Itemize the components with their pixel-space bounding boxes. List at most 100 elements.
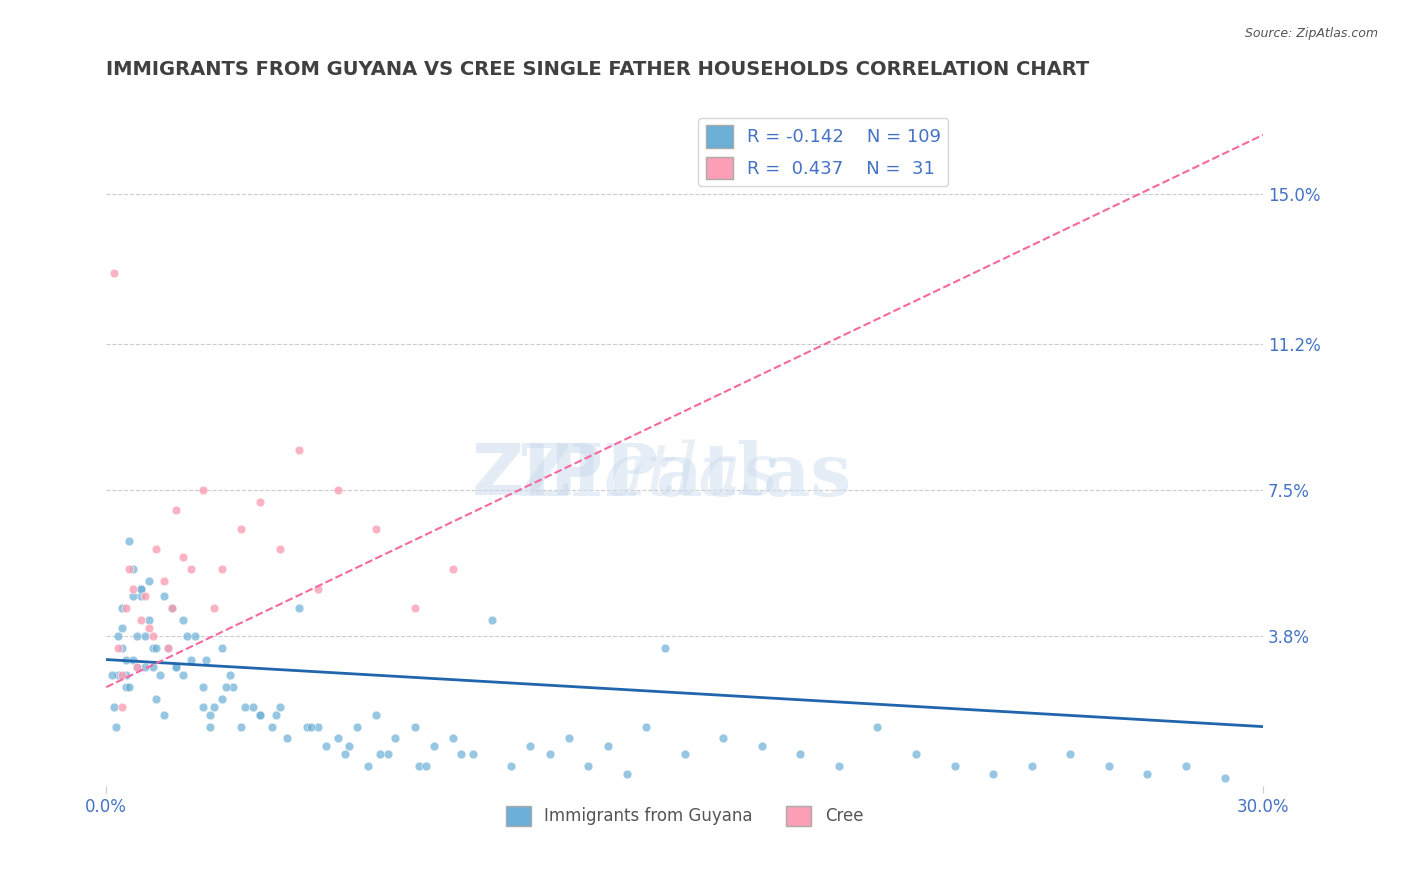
- Point: [404, 601, 426, 615]
- Point: [366, 522, 388, 536]
- Point: [138, 621, 160, 635]
- Point: [335, 747, 357, 762]
- Point: [423, 739, 446, 754]
- Point: [461, 747, 484, 762]
- Point: [215, 680, 238, 694]
- Point: [596, 739, 619, 754]
- Point: [149, 668, 172, 682]
- Point: [118, 534, 141, 549]
- Point: [415, 759, 437, 773]
- Point: [828, 759, 851, 773]
- Point: [122, 562, 145, 576]
- Point: [366, 707, 388, 722]
- Point: [129, 613, 152, 627]
- Point: [616, 767, 638, 781]
- Point: [276, 731, 298, 746]
- Point: [326, 731, 349, 746]
- Point: [107, 629, 129, 643]
- Point: [160, 601, 183, 615]
- Point: [636, 720, 658, 734]
- Point: [249, 707, 271, 722]
- Point: [501, 759, 523, 773]
- Point: [138, 574, 160, 588]
- Point: [195, 652, 218, 666]
- Point: [315, 739, 337, 754]
- Point: [145, 542, 167, 557]
- Point: [114, 601, 136, 615]
- Point: [111, 621, 134, 635]
- Point: [122, 590, 145, 604]
- Point: [249, 495, 271, 509]
- Point: [111, 668, 134, 682]
- Point: [711, 731, 734, 746]
- Point: [307, 720, 329, 734]
- Point: [111, 640, 134, 655]
- Legend: Immigrants from Guyana, Cree: Immigrants from Guyana, Cree: [499, 799, 870, 832]
- Point: [141, 660, 163, 674]
- Point: [789, 747, 811, 762]
- Point: [134, 629, 156, 643]
- Point: [218, 668, 240, 682]
- Point: [211, 562, 233, 576]
- Point: [441, 731, 464, 746]
- Point: [118, 680, 141, 694]
- Point: [127, 629, 149, 643]
- Point: [202, 699, 225, 714]
- Text: ZIPatlas: ZIPatlas: [517, 440, 852, 510]
- Point: [202, 601, 225, 615]
- Point: [337, 739, 360, 754]
- Point: [191, 483, 214, 497]
- Point: [156, 640, 179, 655]
- Point: [905, 747, 928, 762]
- Point: [165, 502, 187, 516]
- Point: [211, 692, 233, 706]
- Point: [127, 660, 149, 674]
- Point: [165, 660, 187, 674]
- Point: [295, 720, 318, 734]
- Point: [866, 720, 889, 734]
- Point: [134, 660, 156, 674]
- Point: [118, 562, 141, 576]
- Point: [191, 680, 214, 694]
- Point: [1136, 767, 1159, 781]
- Point: [172, 613, 194, 627]
- Point: [1175, 759, 1198, 773]
- Point: [191, 699, 214, 714]
- Point: [172, 668, 194, 682]
- Point: [981, 767, 1004, 781]
- Point: [103, 699, 125, 714]
- Text: Source: ZipAtlas.com: Source: ZipAtlas.com: [1244, 27, 1378, 40]
- Point: [346, 720, 368, 734]
- Point: [104, 720, 127, 734]
- Point: [107, 668, 129, 682]
- Point: [200, 720, 222, 734]
- Point: [176, 629, 198, 643]
- Point: [165, 660, 187, 674]
- Point: [107, 640, 129, 655]
- Point: [153, 707, 176, 722]
- Point: [377, 747, 399, 762]
- Point: [141, 640, 163, 655]
- Point: [180, 562, 202, 576]
- Point: [1213, 771, 1236, 785]
- Point: [145, 692, 167, 706]
- Point: [153, 574, 176, 588]
- Point: [384, 731, 406, 746]
- Point: [111, 601, 134, 615]
- Point: [138, 613, 160, 627]
- Point: [127, 660, 149, 674]
- Point: [184, 629, 207, 643]
- Point: [200, 707, 222, 722]
- Point: [558, 731, 581, 746]
- Point: [160, 601, 183, 615]
- Point: [249, 707, 271, 722]
- Point: [538, 747, 561, 762]
- Point: [357, 759, 380, 773]
- Point: [134, 590, 156, 604]
- Text: atlas: atlas: [603, 440, 779, 510]
- Point: [307, 582, 329, 596]
- Point: [288, 443, 311, 458]
- Point: [1059, 747, 1081, 762]
- Point: [1021, 759, 1043, 773]
- Point: [231, 522, 253, 536]
